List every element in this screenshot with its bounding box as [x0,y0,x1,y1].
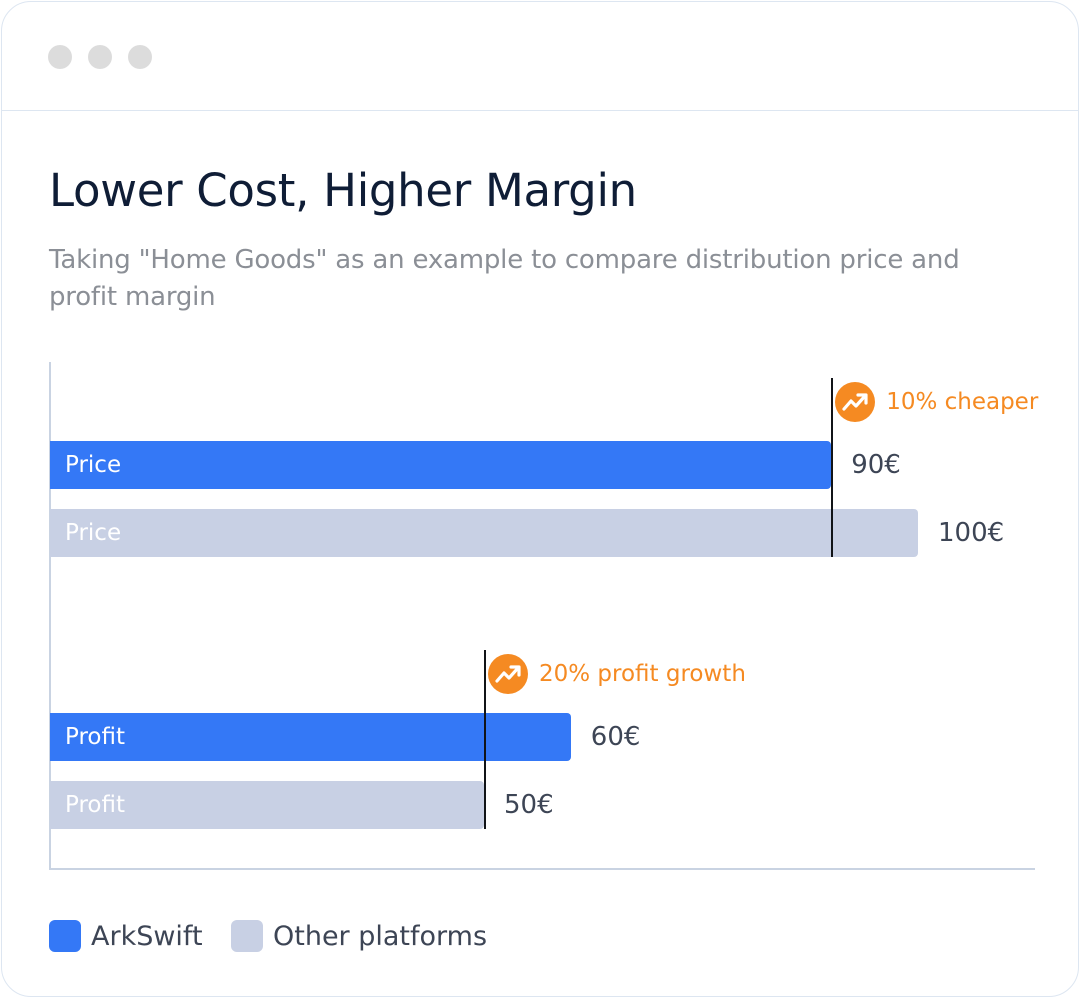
legend-item-other-platforms: Other platforms [231,916,487,956]
bar-profit-arkswift: Profit [50,713,571,761]
annotation-text: 10% cheaper [886,389,1039,415]
bar-label: Price [65,452,122,478]
annotation-text: 20% profit growth [539,661,746,687]
bar-price-other-platforms: Price [50,509,918,557]
trend-up-icon [835,382,876,422]
window-maximize-button[interactable] [128,45,152,69]
legend-swatch-arkswift [49,920,81,952]
window-close-button[interactable] [48,45,72,69]
bar-profit-other-platforms: Profit [50,781,484,829]
bar-price-arkswift: Price [50,441,832,489]
legend-item-arkswift: ArkSwift [49,916,203,956]
bar-label: Price [65,520,122,546]
page-title: Lower Cost, Higher Margin [49,164,637,217]
window-minimize-button[interactable] [88,45,112,69]
bar-value-label: 100€ [938,518,1005,548]
bar-value-label: 50€ [504,790,554,820]
bar-value-label: 90€ [851,450,901,480]
legend-swatch-other-platforms [231,920,263,952]
window-titlebar [2,2,1078,111]
comparison-marker-line [484,650,486,829]
page-subtitle: Taking "Home Goods" as an example to com… [49,245,960,312]
legend-label-arkswift: ArkSwift [91,920,203,952]
bar-value-label: 60€ [590,722,641,752]
bar-label: Profit [65,792,125,818]
bar-label: Profit [65,724,125,750]
legend-label-other-platforms: Other platforms [273,920,488,952]
comparison-marker-line [831,378,833,557]
trend-up-icon [488,654,528,694]
y-axis-line [49,362,51,870]
x-axis-line [49,868,1035,870]
